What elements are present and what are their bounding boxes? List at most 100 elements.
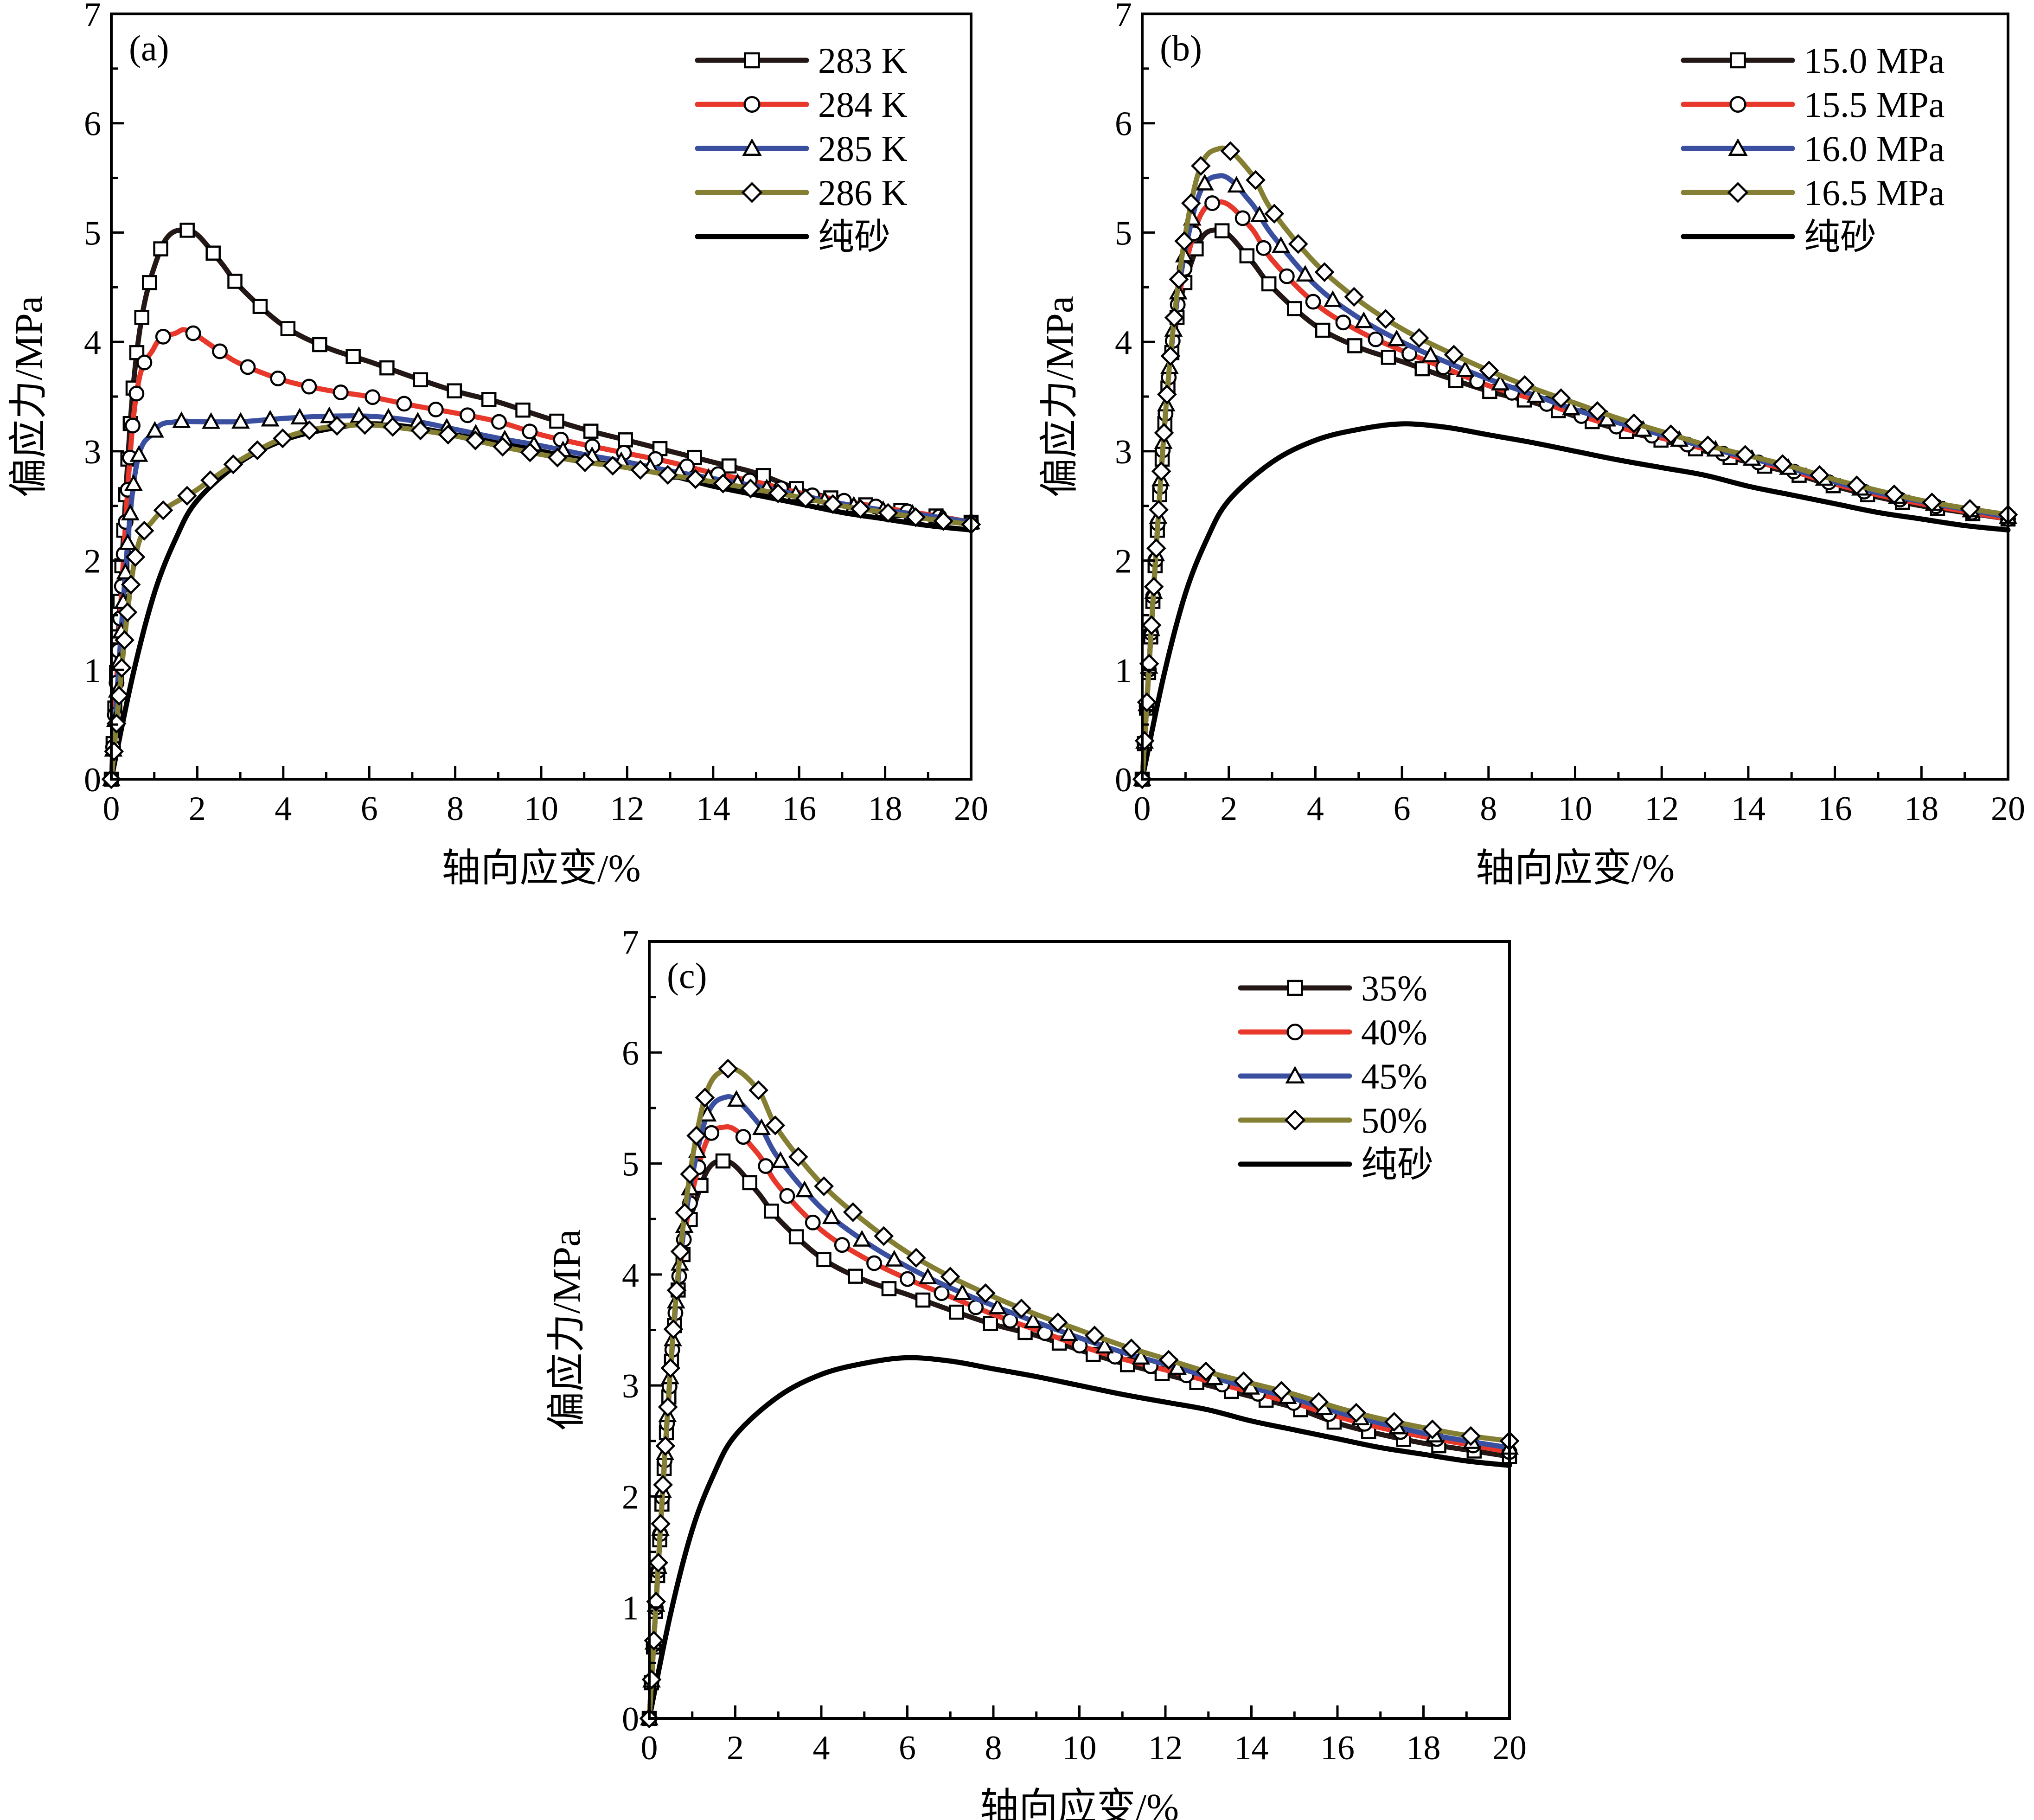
panel-b-series-4-marker <box>1146 538 1166 558</box>
panel-a-series-1-marker <box>515 402 531 418</box>
panel-a-series-3-marker <box>231 412 250 429</box>
panel-a-y-tick-label: 1 <box>84 652 101 690</box>
panel-c-series-4-marker <box>1422 1419 1443 1440</box>
panel-b-y-tick-label: 3 <box>1115 433 1132 471</box>
panel-b-legend-label-1: 15.0 MPa <box>1804 40 1944 81</box>
panel-b-series-4-marker <box>1190 156 1211 176</box>
panel-c-series-4-marker <box>1309 1392 1329 1412</box>
panel-a-series-4-marker <box>878 503 898 523</box>
panel-b-series-1-marker <box>1448 373 1464 388</box>
panel-a-series-1-marker <box>280 321 296 336</box>
panel-c-y-tick-label: 4 <box>622 1256 639 1295</box>
panel-a-series-1-marker <box>227 274 243 289</box>
panel-b-series-3-marker <box>1324 290 1342 307</box>
panel-a-series-4-marker <box>465 430 486 450</box>
panel-b-x-tick-label: 18 <box>1904 790 1938 828</box>
panel-a-series-4-marker <box>630 460 651 480</box>
panel-b-series-2-marker <box>1279 268 1295 284</box>
panel-a-series-4-marker <box>547 448 568 468</box>
panel-a-series-4-marker <box>200 470 220 490</box>
panel-a-x-tick-label: 12 <box>610 790 644 828</box>
panel-b-series-3-marker <box>1354 311 1373 328</box>
panel-b-series-4-marker <box>1810 465 1829 485</box>
panel-a-y-tick-label: 5 <box>84 214 101 252</box>
panel-a-y-tick-label: 2 <box>84 543 101 581</box>
panel-c-series-1-marker <box>983 1316 998 1331</box>
panel-c-legend-label-2: 40% <box>1361 1012 1427 1052</box>
panel-a-series-4-marker <box>115 630 134 650</box>
panel-a-series-1-marker <box>312 337 327 352</box>
panel-c-x-tick-label: 18 <box>1407 1729 1441 1767</box>
panel-c-series-1-marker <box>949 1304 964 1320</box>
panel-b-series-4-marker <box>1409 328 1429 348</box>
panel-c-y-tick-label: 1 <box>622 1589 639 1628</box>
panel-b-x-tick-label: 6 <box>1394 790 1411 828</box>
panel-c-series-3-marker <box>727 1090 746 1107</box>
panel-a-series-2-marker <box>136 354 153 371</box>
panel-c-series-4-marker <box>686 1126 707 1146</box>
panel-c-series-4-marker <box>940 1267 960 1287</box>
panel-a-x-tick-label: 6 <box>361 790 378 828</box>
panel-c-series-3-marker <box>852 1230 871 1247</box>
panel-a-series-1-marker <box>252 299 268 314</box>
panel-a-series-2-marker <box>270 371 286 386</box>
panel-b-series-1-marker <box>1315 322 1330 338</box>
panel-b-x-axis-title: 轴向应变/% <box>1476 847 1675 890</box>
panel-a-series-4-marker <box>223 454 243 474</box>
panel-c-series-3-marker <box>752 1118 771 1135</box>
panel-c-series-1-marker <box>742 1175 758 1191</box>
panel-a-series-4-marker <box>104 741 124 762</box>
panel-b-series-4-marker <box>1735 445 1755 465</box>
panel-b-series-4-marker <box>1169 269 1189 289</box>
panel-c-series-2-marker <box>779 1188 795 1204</box>
panel-c: 0 2 4 6 8 10 12 14 16 18 2001234567轴向应变/%偏应力/MPa(c… <box>545 923 1527 1820</box>
panel-a-series-4-marker <box>823 494 843 514</box>
panel-b-series-4-marker <box>1164 308 1184 328</box>
panel-c-series-1-marker <box>715 1153 731 1169</box>
panel-c-legend-label-1: 35% <box>1361 968 1427 1008</box>
panel-c-series-3-marker <box>1059 1324 1078 1341</box>
panel-a-x-tick-label: 10 <box>524 790 558 828</box>
panel-a-series-4-marker <box>355 415 375 435</box>
panel-a-series-4-marker <box>850 499 870 519</box>
panel-c-series-4-marker <box>748 1080 768 1100</box>
panel-c-series-3-marker <box>1168 1358 1187 1375</box>
panel-b-legend-marker-1 <box>1730 52 1746 69</box>
panel-c-series-4-marker <box>641 1669 662 1690</box>
panel-c-series-4-marker <box>874 1226 894 1246</box>
panel-c-series-4-marker <box>658 1397 678 1417</box>
panel-b-x-tick-label: 14 <box>1731 790 1765 828</box>
panel-a-series-4-marker <box>247 440 268 461</box>
panel-b: 0 2 4 6 8 10 12 14 16 18 2001234567轴向应变/%偏应力/MPa(b… <box>1038 0 2025 890</box>
panel-c-series-4-marker <box>695 1088 715 1108</box>
panel-a-series-4-marker <box>602 455 623 476</box>
panel-c-series-4-marker <box>660 1358 681 1378</box>
panel-c-series-line-5 <box>646 1355 1512 1721</box>
panel-c-legend: 35%40%45%50%纯砂 <box>1238 968 1433 1185</box>
panel-a-series-4-marker <box>121 574 141 595</box>
panel-a-series-line-4 <box>109 422 974 782</box>
panel-b-x-tick-label: 10 <box>1558 790 1593 828</box>
panel-a-series-1-marker <box>179 223 195 238</box>
panel-c-series-4-marker <box>843 1202 863 1222</box>
panel-c-series-4-marker <box>670 1241 691 1262</box>
panel-c-series-4-marker <box>666 1280 687 1301</box>
panel-a-series-4-marker <box>795 488 816 508</box>
panel-a-series-2-marker <box>185 325 201 341</box>
panel-a-series-2-marker <box>491 414 507 430</box>
panel-a-series-4-marker <box>327 416 347 436</box>
panel-b-series-3-marker <box>1250 205 1269 222</box>
panel-a-series-4-marker <box>741 478 761 499</box>
panel-a-series-4-marker <box>299 420 320 441</box>
panel-a-series-3-marker <box>290 408 309 425</box>
panel-b-series-4-marker <box>1151 461 1171 481</box>
panel-a-series-1-marker <box>153 241 168 256</box>
panel-a-series-4-marker <box>117 602 138 622</box>
panel-c-series-3-marker <box>885 1250 904 1267</box>
panel-c-x-tick-label: 0 <box>641 1729 658 1767</box>
panel-c-series-2-marker <box>805 1214 821 1230</box>
panel-a: 0 2 4 6 8 10 12 14 16 18 2001234567轴向应变/%偏应力/MPa(a… <box>7 0 988 890</box>
panel-b-series-2-marker <box>1234 210 1251 226</box>
panel-c-x-tick-label: 12 <box>1148 1729 1183 1767</box>
